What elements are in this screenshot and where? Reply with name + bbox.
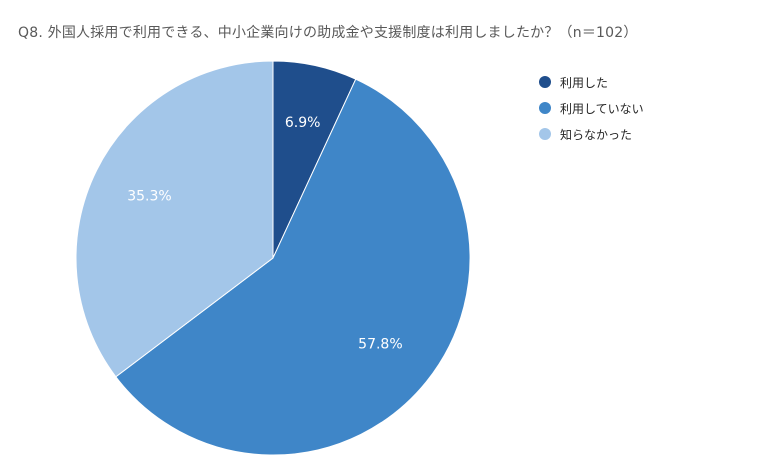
legend-swatch-1 bbox=[539, 76, 551, 88]
pie-slice-2 bbox=[115, 78, 471, 456]
pie-slice-labels: 6.9% 57.8% 35.3% bbox=[127, 115, 402, 352]
legend: 利用した利用していない 知らなかった bbox=[539, 69, 644, 147]
legend-label-1: 利用した bbox=[560, 75, 609, 90]
chart-title: Q8. 外国人採用で利用できる、中小企業向けの助成金や支援制度は利用しましたか？… bbox=[18, 25, 638, 41]
slice-label-1: 6.9% bbox=[285, 115, 321, 131]
slice-label-2: 57.8% bbox=[358, 337, 402, 353]
legend-item-1: 利用した bbox=[539, 69, 644, 95]
legend-swatch-3 bbox=[539, 128, 551, 140]
pie-slice-3 bbox=[75, 60, 274, 378]
legend-item-3: 知らなかった bbox=[539, 121, 644, 147]
slice-label-3: 35.3% bbox=[127, 189, 171, 205]
legend-label-2: 利用していない bbox=[560, 101, 644, 116]
legend-swatch-2 bbox=[539, 102, 551, 114]
pie-slices bbox=[75, 60, 471, 456]
legend-label-3: 知らなかった bbox=[560, 127, 633, 142]
legend-item-2: 利用していない bbox=[539, 95, 644, 121]
